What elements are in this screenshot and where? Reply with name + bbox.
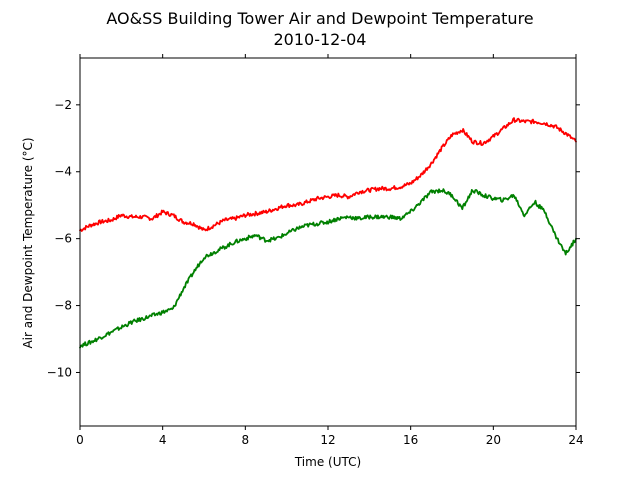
- tick-layer: 0 4 8 12 16 20 24 −10 −8 −6 −4 −2: [47, 54, 584, 447]
- chart-title: AO&SS Building Tower Air and Dewpoint Te…: [106, 9, 533, 28]
- y-axis-label: Air and Dewpoint Temperature (°C): [21, 137, 35, 348]
- series-line-air-temperature: [79, 117, 577, 232]
- series-line-dewpoint: [79, 188, 577, 349]
- x-tick-label: 8: [242, 433, 250, 447]
- y-tick-label: −2: [54, 98, 72, 112]
- y-tick-label: −8: [54, 299, 72, 313]
- x-tick-label: 24: [568, 433, 583, 447]
- y-tick-label: −10: [47, 365, 72, 379]
- chart-subtitle: 2010-12-04: [274, 30, 367, 49]
- x-tick-label: 20: [486, 433, 501, 447]
- x-tick-label: 12: [320, 433, 335, 447]
- plot-frame: [79, 57, 577, 427]
- x-tick-label: 4: [159, 433, 167, 447]
- series-layer: [79, 117, 577, 349]
- x-tick-label: 0: [76, 433, 84, 447]
- x-axis-label: Time (UTC): [294, 455, 361, 469]
- y-tick-label: −6: [54, 232, 72, 246]
- x-tick-label: 16: [403, 433, 418, 447]
- y-tick-label: −4: [54, 165, 72, 179]
